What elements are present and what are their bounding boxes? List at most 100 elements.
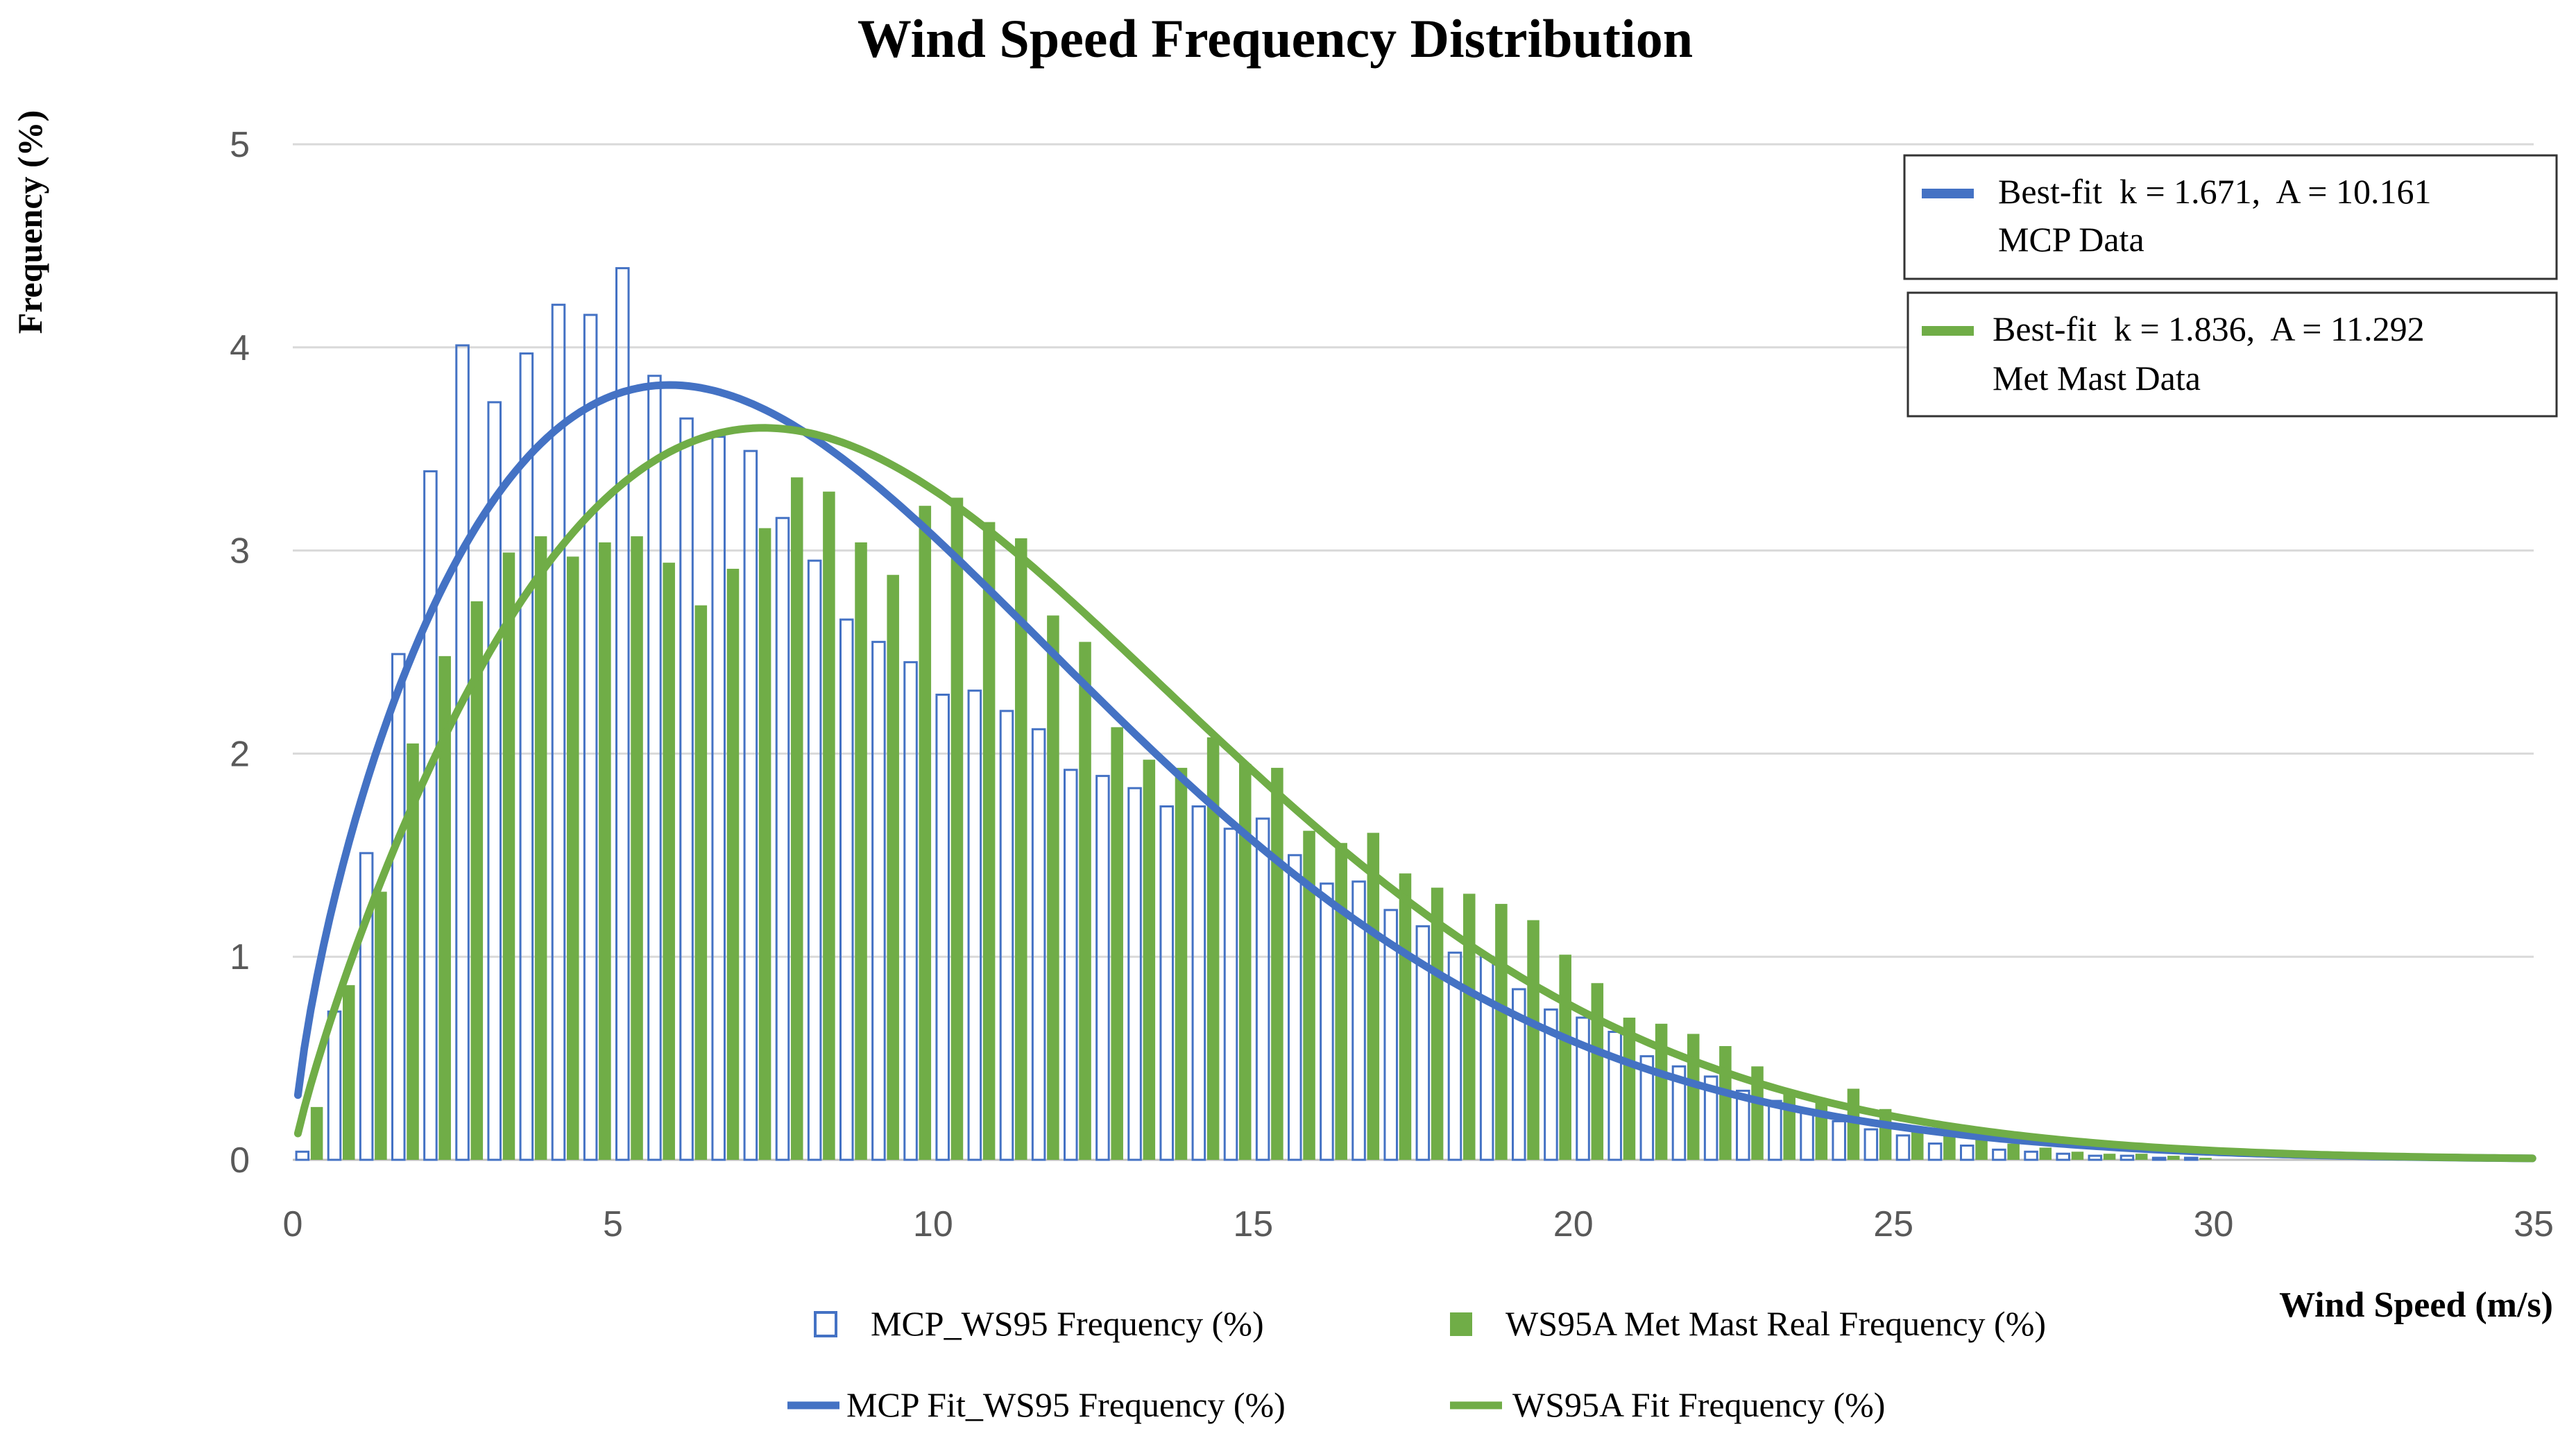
met-mast-bar: [1559, 954, 1571, 1160]
met-mast-bar: [1462, 893, 1476, 1160]
mcp-bar: [1255, 817, 1270, 1161]
met-mast-bar: [407, 743, 419, 1160]
mcp-bar: [967, 690, 982, 1161]
mcp-bar: [999, 710, 1014, 1161]
mcp-bar: [1703, 1075, 1718, 1161]
met-mast-bar: [2135, 1154, 2148, 1160]
mcp-bar: [647, 375, 662, 1161]
y-tick-label: 5: [230, 125, 250, 165]
met-mast-bar: [726, 568, 740, 1160]
mcp-bar: [2088, 1154, 2103, 1161]
x-axis-label: Wind Speed (m/s): [2279, 1285, 2553, 1325]
met-mast-bar: [1591, 983, 1604, 1160]
mcp-bar: [615, 267, 630, 1161]
mcp-bar: [2024, 1150, 2038, 1161]
mcp-bar: [1064, 769, 1078, 1161]
legend-label-met-mast-fit: WS95A Fit Frequency (%): [1512, 1385, 1885, 1424]
mcp-bar: [1639, 1055, 1655, 1161]
mcp-bar: [871, 640, 886, 1161]
met-mast-bar: [1847, 1088, 1860, 1160]
met-mast-bar: [2071, 1151, 2084, 1160]
mcp-bar: [1191, 805, 1206, 1161]
met-mast-bar: [1815, 1099, 1828, 1160]
x-tick-label: 30: [2194, 1204, 2234, 1244]
x-tick-label: 35: [2514, 1204, 2554, 1244]
met-mast-bar: [1911, 1129, 1924, 1160]
met-mast-bar: [1655, 1023, 1668, 1160]
met-mast-bar: [1751, 1066, 1764, 1160]
met-mast-bar: [1527, 920, 1539, 1160]
mcp-bar: [1031, 728, 1046, 1161]
fit-lines: [293, 381, 2536, 1163]
mcp-bar: [551, 303, 566, 1161]
met-mast-bar: [1623, 1018, 1636, 1160]
met-mast-bar: [534, 536, 547, 1160]
met-mast-bar: [1047, 615, 1059, 1160]
met-mast-bar: [1303, 830, 1315, 1160]
met-mast-bar: [694, 605, 708, 1160]
met-mast-bar: [1175, 767, 1188, 1160]
met-mast-bar: [1687, 1034, 1700, 1160]
met-mast-bar: [310, 1106, 323, 1160]
annotation-met-mast-line2: Met Mast Data: [1993, 359, 2201, 397]
mcp-bar: [455, 344, 470, 1161]
mcp-bar: [679, 417, 694, 1161]
met-mast-bar: [375, 891, 387, 1160]
met-mast-bar: [982, 522, 996, 1160]
mcp-bar: [359, 852, 374, 1161]
mcp-bar: [1671, 1065, 1687, 1161]
met-mast-bar: [470, 601, 484, 1160]
met-mast-bar: [2007, 1143, 2020, 1160]
mcp-bar: [1800, 1110, 1814, 1161]
met-mast-bar: [1238, 764, 1252, 1160]
mcp-bar: [1351, 880, 1366, 1161]
met-mast-bar: [1143, 760, 1156, 1160]
mcp-bar: [423, 470, 438, 1161]
met-mast-bar: [790, 477, 803, 1160]
chart-title: Wind Speed Frequency Distribution: [858, 8, 1693, 69]
met-mast-bar: [599, 542, 611, 1160]
mcp-bar: [1415, 925, 1431, 1161]
x-tick-label: 5: [603, 1204, 623, 1244]
mcp-bar: [711, 436, 726, 1161]
mcp-bar: [1223, 828, 1238, 1161]
mcp-bar: [295, 1150, 310, 1161]
annotation-mcp-line1: Best-fit k = 1.671, A = 10.161: [1998, 172, 2431, 211]
mcp-bar: [1512, 988, 1526, 1161]
mcp-bar: [1832, 1120, 1846, 1161]
mcp-bar: [1159, 805, 1174, 1161]
legend-swatch-mcp-bars: [814, 1311, 837, 1337]
annotation-met-mast-line1: Best-fit k = 1.836, A = 11.292: [1993, 309, 2425, 348]
mcp-bar: [1576, 1016, 1590, 1161]
met-mast-bar: [1431, 887, 1444, 1160]
mcp-bar: [743, 449, 758, 1161]
mcp-bar: [775, 517, 790, 1161]
met-mast-fit-line: [293, 424, 2536, 1163]
met-mast-bar: [1367, 832, 1380, 1160]
mcp-bar: [583, 314, 598, 1161]
legend-label-mcp-fit: MCP Fit_WS95 Frequency (%): [846, 1385, 1286, 1424]
met-mast-bar: [758, 528, 771, 1160]
met-mast-bar: [1079, 642, 1091, 1160]
met-mast-bar: [887, 574, 899, 1160]
legend: MCP_WS95 Frequency (%) WS95A Met Mast Re…: [787, 1304, 2046, 1424]
mcp-bar: [1863, 1128, 1879, 1161]
mcp-bar: [1992, 1148, 2006, 1161]
x-tick-label: 0: [283, 1204, 303, 1244]
mcp-bar: [1736, 1089, 1750, 1161]
mcp-bar: [519, 352, 534, 1161]
met-mast-bar: [663, 563, 675, 1160]
met-mast-bar: [1111, 727, 1123, 1160]
mcp-bar: [1927, 1142, 1943, 1161]
met-mast-bar: [1399, 873, 1412, 1160]
mcp-bar: [2056, 1152, 2070, 1161]
annotation-met-mast: Best-fit k = 1.836, A = 11.292 Met Mast …: [1907, 291, 2558, 418]
y-tick-label: 4: [230, 328, 250, 368]
legend-label-met-mast-bars: WS95A Met Mast Real Frequency (%): [1505, 1304, 2046, 1343]
met-mast-bar: [2039, 1147, 2052, 1160]
met-mast-bar: [1014, 538, 1027, 1160]
mcp-bar: [839, 618, 854, 1161]
axis-ticks: 0 1 2 3 4 5 0 5 10 15 20 25 30 35: [230, 125, 2554, 1244]
met-mast-bar: [1975, 1139, 1988, 1160]
